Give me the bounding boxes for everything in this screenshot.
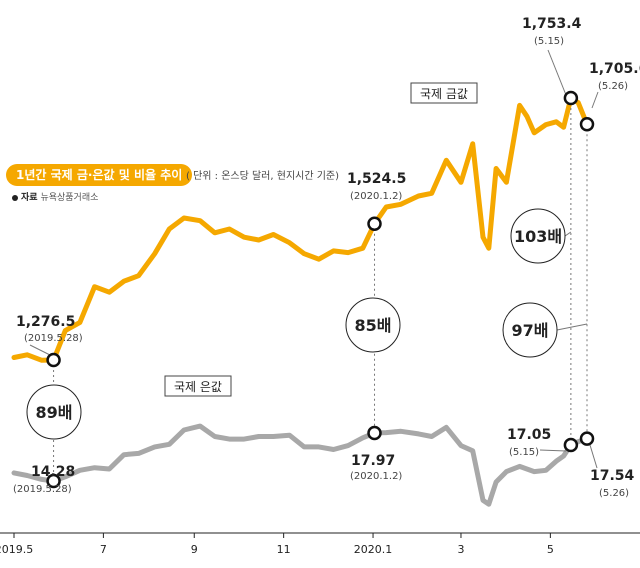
ratio-bubble — [510, 208, 566, 264]
annotation-leader — [547, 49, 567, 96]
x-tick-label: 9 — [191, 543, 198, 556]
annotation-leader — [539, 449, 567, 452]
bullet-icon — [12, 194, 18, 201]
annotation-marker — [563, 90, 579, 106]
chart-title: 1년간 국제 금·은값 및 비율 추이 — [6, 164, 193, 186]
gold-series-box — [410, 82, 478, 104]
annotation-date: (2020.1.2) — [350, 191, 402, 202]
silver-series-box — [164, 375, 232, 397]
annotation-marker — [563, 437, 579, 453]
annotation-value: 1,705.6 — [589, 61, 640, 77]
annotation-value: 1,276.5 — [16, 314, 75, 330]
annotation-value: 17.97 — [351, 453, 395, 469]
x-tick-label: 2020.1 — [354, 543, 393, 556]
ratio-bubble — [345, 297, 401, 353]
annotation-date: (5.26) — [598, 81, 628, 92]
annotation-marker — [46, 352, 61, 368]
ratio-leader — [564, 231, 572, 237]
annotation-marker — [579, 431, 595, 446]
source-label: 자료 — [21, 193, 38, 203]
ratio-label: 85배 — [355, 316, 392, 335]
ratio-label: 89배 — [36, 403, 73, 422]
ratio-label: 97배 — [512, 321, 549, 340]
annotation-value: 1,753.4 — [522, 16, 582, 32]
annotation-date: (2019.5.28) — [24, 333, 83, 344]
annotation-marker — [46, 473, 61, 489]
annotation-date: (5.15) — [509, 447, 539, 458]
annotation-date: (5.26) — [599, 488, 629, 499]
source-text: 뉴욕상품거래소 — [40, 193, 99, 203]
ratio-label: 103배 — [514, 227, 562, 246]
annotation-leader — [589, 444, 598, 469]
annotation-date: (2019.5.28) — [13, 484, 72, 495]
x-tick-label: 5 — [547, 543, 554, 556]
x-tick-label: 3 — [457, 543, 464, 556]
annotation-value: 17.54 — [590, 468, 635, 484]
source-note: 자료 뉴욕상품거래소 — [12, 190, 98, 203]
annotation-leader — [29, 344, 51, 356]
ratio-bubble — [502, 302, 558, 358]
silver-series-label: 국제 은값 — [174, 380, 222, 394]
ratio-leader — [556, 323, 588, 331]
unit-note: ( 단위 : 온스당 달러, 현지시간 기준) — [186, 171, 340, 182]
annotation-value: 1,524.5 — [347, 171, 406, 187]
annotation-marker — [367, 425, 382, 441]
annotation-leader — [591, 91, 599, 109]
ratio-bubble — [26, 384, 82, 440]
silver-price-line — [11, 423, 590, 507]
annotation-marker — [579, 117, 595, 132]
annotation-value: 14.28 — [31, 464, 75, 480]
annotation-date: (2020.1.2) — [350, 471, 402, 482]
annotation-value: 17.05 — [507, 427, 551, 443]
annotation-marker — [367, 216, 382, 232]
x-tick-label: 7 — [100, 543, 107, 556]
gold-price-line — [11, 95, 590, 363]
x-tick-label: 11 — [277, 543, 291, 556]
annotation-date: (5.15) — [534, 36, 564, 47]
gold-series-label: 국제 금값 — [420, 87, 468, 101]
x-tick-label: 2019.5 — [0, 543, 33, 556]
